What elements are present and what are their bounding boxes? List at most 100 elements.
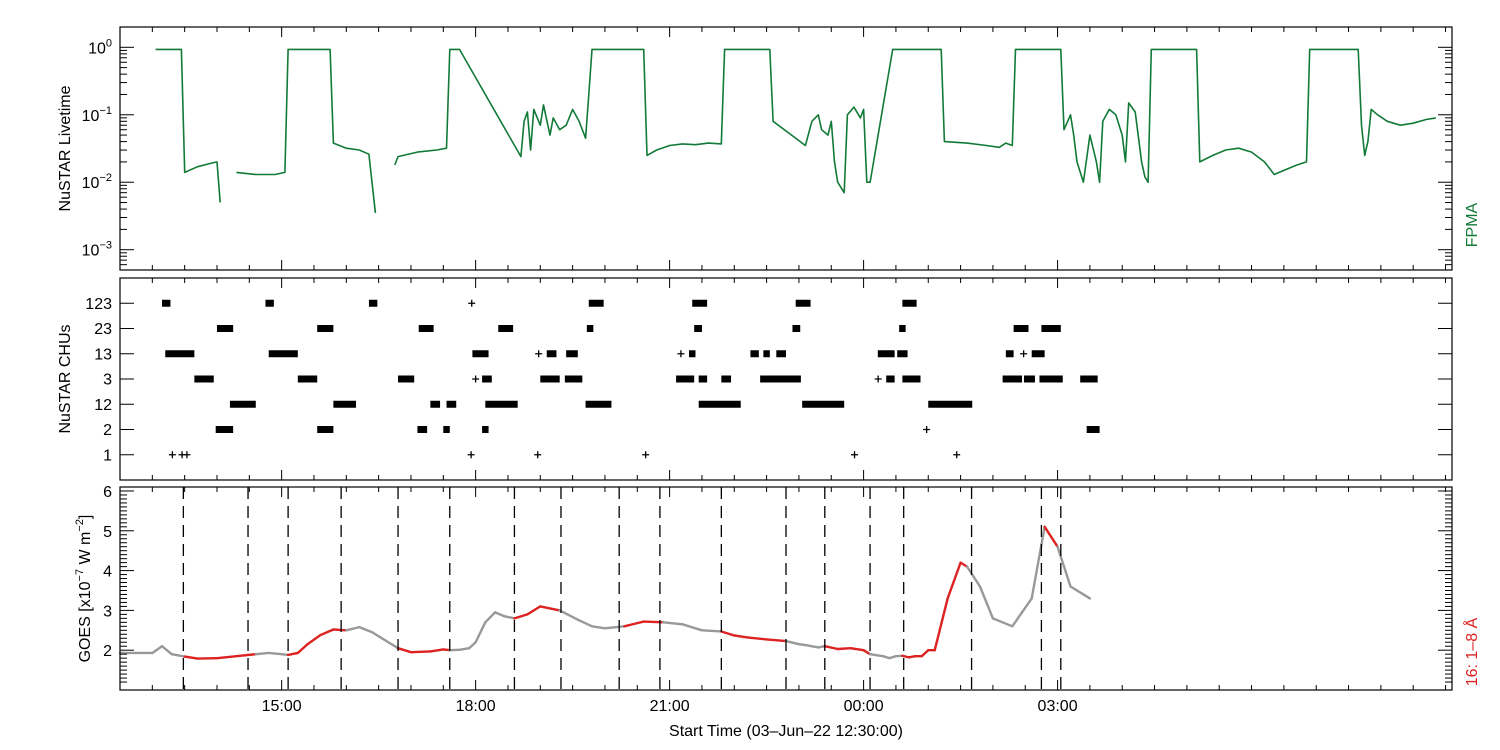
livetime-series-fpma-segment-2 [394, 48, 1436, 194]
goes-series-segment-6 [215, 654, 238, 660]
chu-23-interval-6 [792, 325, 801, 332]
goes-series-segment-40 [661, 621, 684, 626]
goes-series-segment-12 [296, 643, 309, 655]
x-tick-label-2: 21:00 [650, 698, 690, 715]
goes-series-segment-68 [978, 585, 995, 620]
chu-1-point-4 [534, 451, 542, 459]
goes-series-segment-15 [332, 628, 348, 632]
chu-3-interval-15 [1023, 375, 1035, 383]
chu-2-point-5 [923, 426, 931, 433]
chu-13-interval-1 [268, 350, 298, 358]
chu-tick-label-3: 3 [103, 372, 112, 389]
goes-series-segment-55 [868, 652, 885, 658]
livetime-ytick-label-3: 10−3 [82, 240, 112, 260]
chu-1-point-5 [642, 451, 650, 459]
chu-23-interval-3 [498, 325, 514, 332]
goes-series-segment-17 [358, 625, 374, 634]
goes-ylabel: GOES [x10−7 W m−2] [74, 515, 94, 663]
goes-series-segment-43 [720, 630, 736, 637]
goes-series-segment-69 [991, 617, 1014, 628]
goes-series-segment-18 [370, 631, 387, 642]
goes-series-segment-65 [946, 561, 962, 600]
chu-3-interval-17 [1080, 375, 1098, 383]
chu-13-interval-13 [1005, 350, 1014, 358]
chu-23-interval-2 [418, 325, 434, 332]
chu-tick-label-13: 13 [94, 346, 112, 363]
goes-series-segment-21 [409, 650, 432, 654]
livetime-right-label-fpma: FPMA [1464, 202, 1481, 247]
goes-series-segment-35 [577, 619, 594, 628]
chu-12-interval-0 [229, 400, 256, 408]
livetime-ytick-label-1: 10−1 [82, 105, 112, 125]
chu-13-interval-7 [689, 350, 696, 358]
chu-3-point-11 [874, 375, 882, 383]
goes-series-segment-73 [1056, 545, 1072, 588]
chu-23-interval-1 [317, 325, 334, 332]
chu-23-interval-7 [899, 325, 906, 332]
chu-123-interval-2 [368, 299, 378, 307]
chu-12-interval-1 [333, 400, 357, 408]
livetime-ylabel: NuSTAR Livetime [57, 85, 74, 211]
goes-series-segment-30 [503, 615, 516, 620]
goes-series-segment-7 [235, 652, 257, 658]
goes-series-segment-8 [254, 651, 270, 656]
chu-3-interval-5 [540, 375, 560, 383]
chu-1-point-0 [168, 451, 176, 459]
goes-series-segment-70 [1011, 597, 1033, 628]
chu-tick-label-2: 2 [103, 422, 112, 439]
chu-12-interval-3 [446, 400, 457, 408]
livetime-series-fpma-segment-1 [236, 48, 377, 214]
goes-series-segment-38 [623, 620, 645, 628]
chu-2-interval-0 [215, 426, 234, 433]
goes-series-segment-27 [474, 621, 487, 644]
chu-1-point-3 [467, 451, 475, 459]
chu-13-point-14 [1020, 350, 1028, 358]
goes-series-segment-20 [396, 647, 413, 654]
goes-series-segment-33 [539, 605, 561, 612]
goes-series-segment-74 [1069, 585, 1092, 600]
goes-series-segment-51 [823, 645, 839, 651]
x-tick-label-4: 03:00 [1038, 698, 1078, 715]
chu-3-interval-8 [698, 375, 708, 383]
chu-3-interval-0 [194, 375, 214, 383]
chu-123-interval-6 [795, 299, 811, 307]
goes-series-segment-54 [862, 648, 872, 656]
goes-series-segment-42 [700, 629, 723, 633]
chu-23-interval-8 [1013, 325, 1029, 332]
goes-series-segment-67 [965, 565, 982, 588]
chu-13-interval-5 [566, 350, 578, 358]
chu-13-interval-12 [897, 350, 908, 358]
chu-13-interval-2 [472, 350, 489, 358]
chu-3-interval-2 [398, 375, 415, 383]
chu-123-interval-0 [162, 299, 171, 307]
goes-series-segment-32 [526, 605, 542, 616]
chu-3-interval-16 [1039, 375, 1063, 383]
chu-23-interval-9 [1041, 325, 1061, 332]
chu-12-interval-4 [485, 400, 518, 408]
goes-series-segment-52 [836, 647, 852, 651]
goes-right-label: 16: 1–8 Å [1462, 617, 1481, 686]
x-axis-label: Start Time (03–Jun–22 12:30:00) [669, 723, 903, 740]
goes-ytick-label-4: 6 [103, 484, 112, 501]
chu-3-interval-12 [886, 375, 895, 383]
goes-ytick-label-3: 5 [103, 524, 112, 541]
goes-series-segment-4 [183, 655, 199, 660]
chu-13-interval-8 [750, 350, 759, 358]
goes-series-segment-22 [429, 648, 445, 653]
goes-series-segment-72 [1043, 525, 1059, 548]
chu-123-interval-4 [588, 299, 604, 307]
goes-series-segment-16 [345, 625, 361, 632]
goes-series-segment-46 [765, 638, 788, 643]
chu-ylabel: NuSTAR CHUs [57, 324, 74, 433]
chu-3-interval-1 [297, 375, 318, 383]
chu-3-interval-7 [676, 375, 695, 383]
chu-13-point-3 [535, 350, 543, 358]
goes-series-segment-41 [681, 623, 704, 632]
goes-ytick-label-1: 3 [103, 603, 112, 620]
panel-frame-2 [119, 277, 1453, 481]
chu-tick-label-12: 12 [94, 397, 112, 414]
chu-12-interval-7 [802, 400, 845, 408]
panel-frame-3 [119, 486, 1453, 691]
chu-13-interval-9 [763, 350, 770, 358]
